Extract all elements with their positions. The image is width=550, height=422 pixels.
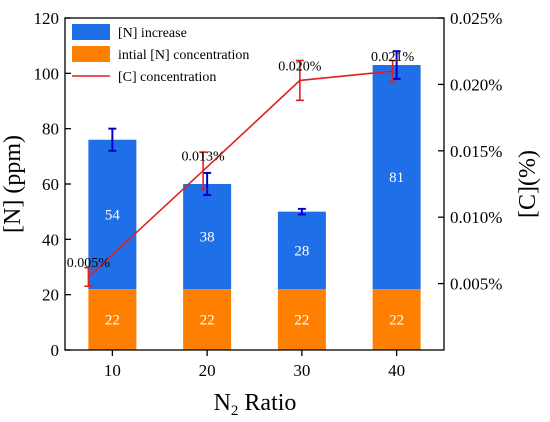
bar-label-increase-10: 54 [105, 207, 121, 223]
line-layer: 0.005% 0.013% 0.020% 0.021% [67, 50, 415, 288]
axes-layer: 0204060801001200.005%0.010%0.015%0.020%0… [34, 9, 503, 380]
bar-n-increase-20 [183, 184, 232, 290]
bars-layer: 22 54 22 38 22 28 22 81 [88, 50, 421, 350]
x-axis-title: N2 Ratio [214, 390, 297, 419]
bar-label-initial-10: 22 [105, 313, 120, 329]
legend-swatch-1 [72, 46, 110, 62]
y-tick-label-20: 20 [42, 286, 59, 305]
y-tick-label-60: 60 [42, 175, 59, 194]
legend-swatch-0 [72, 24, 110, 40]
x-axis-title-main: N [214, 390, 231, 416]
legend-label-2: [C] concentration [118, 70, 216, 85]
legend: [N] increase intial [N] concentration [C] … [72, 24, 249, 85]
y2-tick-label-3: 0.020% [450, 75, 502, 94]
x-tick-label-10: 10 [104, 361, 121, 380]
legend-label-0: [N] increase [118, 26, 187, 41]
legend-label-1: intial [N] concentration [118, 48, 249, 63]
line-label-c-30: 0.020% [278, 59, 322, 74]
bar-initial-n-20 [183, 289, 232, 350]
bar-initial-n-30 [277, 289, 326, 350]
y2-tick-label-4: 0.025% [450, 9, 502, 28]
bar-label-increase-40: 81 [389, 170, 404, 186]
x-tick-label-30: 30 [293, 361, 310, 380]
y-axis-title: [N] (ppm) [0, 135, 26, 233]
y2-tick-label-2: 0.015% [450, 142, 502, 161]
y-tick-label-100: 100 [34, 64, 60, 83]
bar-label-initial-40: 22 [389, 313, 404, 329]
bar-n-increase-10 [88, 139, 137, 290]
bar-initial-n-40 [372, 289, 421, 350]
y2-axis-title: [C](%) [515, 150, 541, 218]
y-tick-label-0: 0 [51, 341, 60, 360]
y-tick-label-120: 120 [34, 9, 60, 28]
line-label-c-40: 0.021% [371, 50, 415, 65]
bar-initial-n-10 [88, 289, 137, 350]
line-label-c-10: 0.005% [67, 256, 111, 271]
x-tick-label-20: 20 [199, 361, 216, 380]
bar-label-initial-30: 22 [294, 313, 309, 329]
x-axis-title-rest: Ratio [238, 390, 296, 416]
c-concentration-line [87, 70, 393, 278]
bar-label-initial-20: 22 [200, 313, 215, 329]
bar-n-increase-30 [277, 211, 326, 290]
line-label-c-20: 0.013% [182, 150, 226, 165]
y-tick-label-40: 40 [42, 230, 59, 249]
x-axis-title-sub: 2 [231, 403, 239, 419]
bar-label-increase-20: 38 [200, 230, 215, 246]
y2-tick-label-1: 0.010% [450, 208, 502, 227]
y-tick-label-80: 80 [42, 120, 59, 139]
bar-label-increase-30: 28 [294, 243, 309, 259]
x-tick-label-40: 40 [388, 361, 405, 380]
y2-tick-label-0: 0.005% [450, 275, 502, 294]
bar-n-increase-40 [372, 65, 421, 290]
